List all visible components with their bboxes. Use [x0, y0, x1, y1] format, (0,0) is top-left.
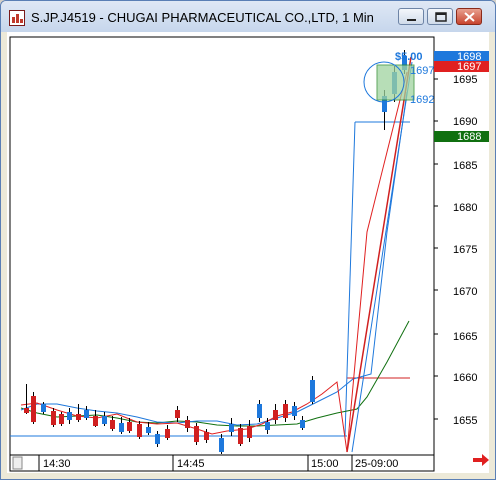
candle-up[interactable]	[102, 416, 107, 424]
restore-button[interactable]	[427, 8, 453, 25]
price-label-1675: 1675	[453, 244, 477, 256]
time-label-1500: 15:00	[311, 458, 339, 470]
candle-down[interactable]	[185, 420, 190, 428]
candle-down[interactable]	[247, 426, 252, 438]
price-label-1685: 1685	[453, 160, 477, 172]
candle-down[interactable]	[110, 420, 115, 429]
badge-ask-price: 1697	[434, 61, 489, 73]
candle-up[interactable]	[155, 434, 160, 444]
candle-down[interactable]	[51, 411, 56, 425]
scroll-thumb[interactable]	[12, 456, 23, 470]
price-label-1690: 1690	[453, 116, 477, 128]
candle-up[interactable]	[41, 404, 46, 412]
candle-down[interactable]	[194, 426, 199, 442]
selection-rectangle[interactable]	[376, 64, 415, 101]
candle-down[interactable]	[31, 396, 36, 422]
candle-up[interactable]	[119, 423, 124, 432]
price-label-1695: 1695	[453, 74, 477, 86]
candle-down[interactable]	[204, 432, 209, 440]
time-label-2509: 25-09:00	[355, 458, 398, 470]
badge-last-price: 1698	[434, 51, 489, 63]
chart-app-icon	[9, 10, 25, 26]
candle-down[interactable]	[24, 408, 29, 413]
candle-up[interactable]	[229, 424, 234, 432]
candle-down[interactable]	[127, 422, 132, 431]
candle-up[interactable]	[84, 410, 89, 418]
price-label-1670: 1670	[453, 286, 477, 298]
chart-area[interactable]: 14:30 14:45 15:00 25-09:00 1695 1690 168…	[7, 32, 489, 473]
minimize-button[interactable]	[398, 8, 424, 25]
annotation-price-step: $5.00	[395, 51, 423, 63]
title-bar[interactable]: S.JP.J4519 - CHUGAI PHARMACEUTICAL CO.,L…	[1, 1, 495, 32]
price-label-1655: 1655	[453, 415, 477, 427]
price-chart[interactable]: 14:30 14:45 15:00 25-09:00 1695 1690 168…	[7, 32, 489, 473]
candle-up[interactable]	[219, 438, 224, 452]
window-title: S.JP.J4519 - CHUGAI PHARMACEUTICAL CO.,L…	[31, 10, 374, 25]
svg-text:1698: 1698	[457, 51, 481, 63]
time-label-1445: 14:45	[177, 458, 205, 470]
svg-text:1697: 1697	[457, 61, 481, 73]
candle-down[interactable]	[76, 414, 81, 420]
candle-down[interactable]	[283, 404, 288, 418]
time-label-1430: 14:30	[43, 458, 71, 470]
price-label-1665: 1665	[453, 331, 477, 343]
candle-down[interactable]	[238, 428, 243, 444]
candle-up[interactable]	[300, 420, 305, 428]
price-label-1660: 1660	[453, 372, 477, 384]
candle-up[interactable]	[402, 56, 407, 70]
candle-up[interactable]	[310, 380, 315, 402]
candle-down[interactable]	[165, 429, 170, 438]
scroll-right-arrow-icon[interactable]	[471, 452, 491, 468]
candle-down[interactable]	[273, 410, 278, 420]
plot-area[interactable]	[9, 36, 435, 456]
badge-ma-price: 1688	[434, 131, 489, 143]
candle-up[interactable]	[257, 404, 262, 418]
time-axis	[9, 454, 435, 472]
highlight-circle[interactable]	[363, 61, 405, 103]
annotation-low: 1692	[410, 94, 434, 106]
ma-mid-line	[20, 91, 408, 426]
candle-down[interactable]	[93, 416, 98, 426]
candle-down[interactable]	[175, 410, 180, 418]
annotation-high: 1697	[410, 65, 434, 77]
candle-up[interactable]	[292, 406, 297, 416]
svg-text:1688: 1688	[457, 131, 481, 143]
ma-fast-line	[20, 71, 408, 453]
candle-up[interactable]	[146, 427, 151, 433]
close-button[interactable]	[456, 8, 482, 25]
price-label-1680: 1680	[453, 202, 477, 214]
candle-up[interactable]	[67, 412, 72, 420]
candle-down[interactable]	[59, 414, 64, 424]
candle-up[interactable]	[382, 96, 387, 112]
candle-down[interactable]	[137, 424, 142, 437]
candle-up[interactable]	[265, 422, 270, 430]
